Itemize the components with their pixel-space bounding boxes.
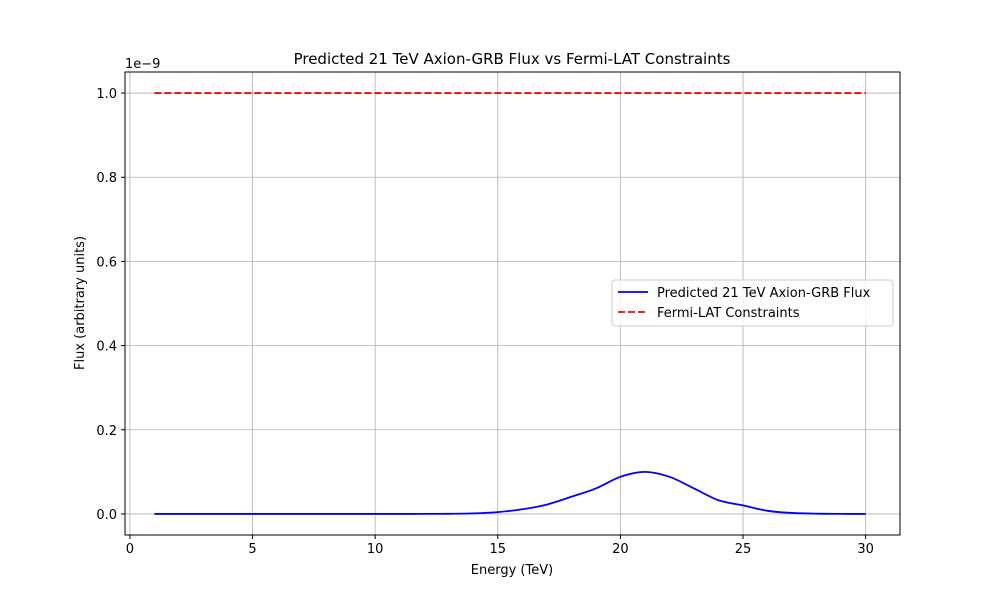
y-tick-label: 0.8 [96, 171, 117, 186]
y-tick-label: 0.4 [96, 340, 117, 355]
series-line-0 [154, 470, 866, 515]
legend: Predicted 21 TeV Axion-GRB Flux Fermi-LA… [611, 279, 894, 327]
x-tick-label: 5 [248, 542, 256, 557]
axis-ticks: 0 5 10 15 20 25 30 0.0 0.2 0.4 0.6 0.8 1.0 [96, 87, 874, 557]
y-tick-label: 0.6 [96, 255, 117, 270]
x-tick-label: 30 [857, 542, 874, 557]
x-tick-label: 25 [735, 542, 752, 557]
series-lines [154, 92, 866, 515]
y-axis-title: Flux (arbitrary units) [73, 236, 88, 370]
x-tick-label: 20 [612, 542, 629, 557]
plot-frame [124, 71, 901, 536]
legend-label-fermi: Fermi-LAT Constraints [657, 306, 800, 321]
legend-label-predicted: Predicted 21 TeV Axion-GRB Flux [657, 286, 871, 301]
x-tick-label: 10 [367, 542, 384, 557]
x-tick-label: 15 [490, 542, 507, 557]
legend-box [611, 279, 894, 327]
y-tick-label: 1.0 [96, 87, 117, 102]
y-offset-label: 1e−9 [125, 57, 160, 72]
chart-title: Predicted 21 TeV Axion-GRB Flux vs Fermi… [294, 50, 731, 68]
x-axis-title: Energy (TeV) [471, 563, 553, 578]
x-tick-label: 0 [126, 542, 134, 557]
y-tick-label: 0.0 [96, 508, 117, 523]
y-tick-label: 0.2 [96, 424, 117, 439]
